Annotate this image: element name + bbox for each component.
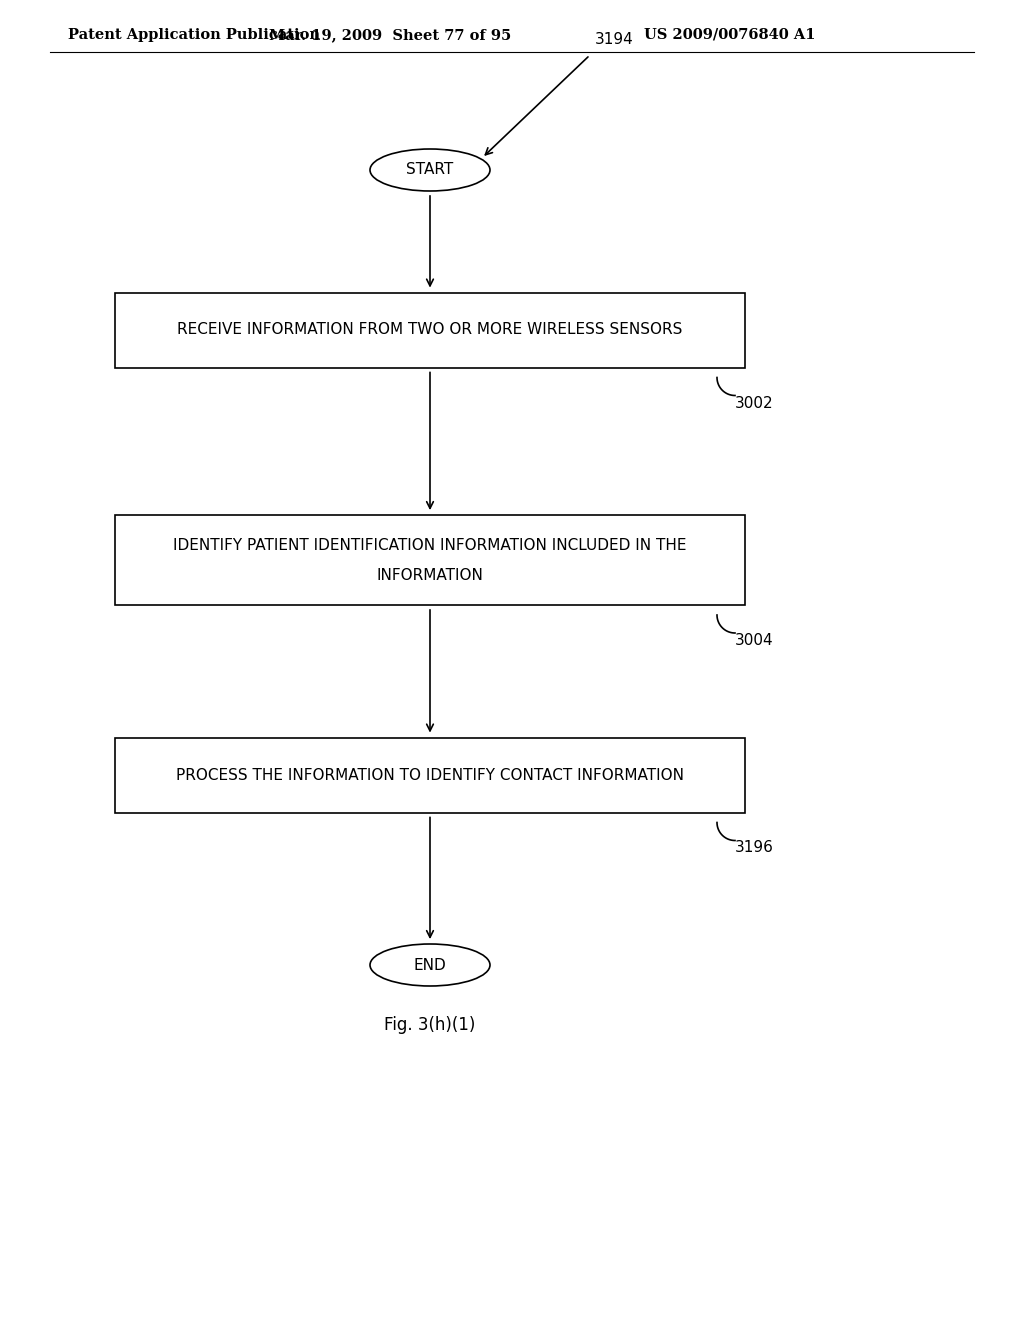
Text: PROCESS THE INFORMATION TO IDENTIFY CONTACT INFORMATION: PROCESS THE INFORMATION TO IDENTIFY CONT… <box>176 767 684 783</box>
Text: START: START <box>407 162 454 177</box>
Text: IDENTIFY PATIENT IDENTIFICATION INFORMATION INCLUDED IN THE: IDENTIFY PATIENT IDENTIFICATION INFORMAT… <box>173 537 687 553</box>
Text: 3002: 3002 <box>735 396 773 411</box>
Text: Mar. 19, 2009  Sheet 77 of 95: Mar. 19, 2009 Sheet 77 of 95 <box>269 28 511 42</box>
Text: END: END <box>414 957 446 973</box>
Text: 3004: 3004 <box>735 634 773 648</box>
Text: 3196: 3196 <box>735 841 774 855</box>
FancyBboxPatch shape <box>115 515 745 605</box>
Text: Patent Application Publication: Patent Application Publication <box>68 28 319 42</box>
Text: INFORMATION: INFORMATION <box>377 568 483 582</box>
FancyBboxPatch shape <box>115 738 745 813</box>
Text: Fig. 3(h)(1): Fig. 3(h)(1) <box>384 1016 476 1034</box>
Text: RECEIVE INFORMATION FROM TWO OR MORE WIRELESS SENSORS: RECEIVE INFORMATION FROM TWO OR MORE WIR… <box>177 322 683 338</box>
FancyBboxPatch shape <box>115 293 745 367</box>
Text: 3194: 3194 <box>595 32 634 48</box>
Text: US 2009/0076840 A1: US 2009/0076840 A1 <box>644 28 816 42</box>
